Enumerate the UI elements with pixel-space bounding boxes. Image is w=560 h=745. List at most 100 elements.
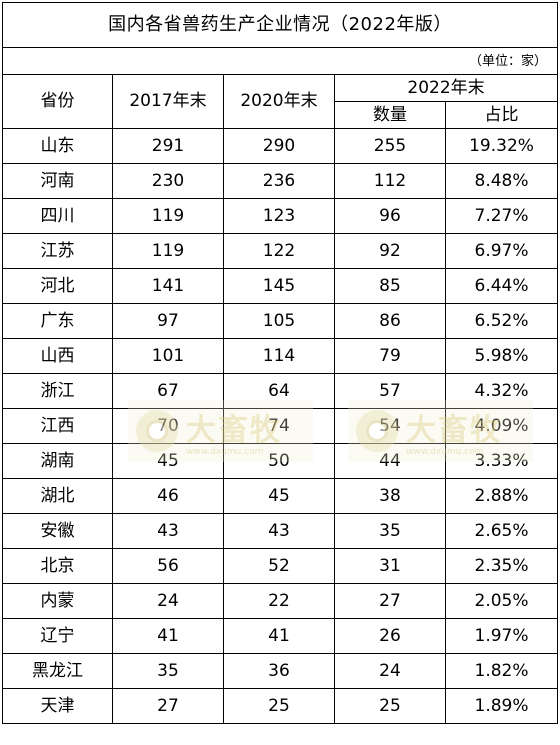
- cell-count: 86: [334, 303, 446, 339]
- cell-y2017: 46: [112, 478, 224, 514]
- cell-province: 湖北: [2, 478, 113, 514]
- cell-share: 6.52%: [444, 303, 559, 339]
- table-row: 北京 56 52 31 2.35%: [2, 548, 559, 584]
- cell-count: 25: [334, 688, 446, 724]
- data-sheet: 国内各省兽药生产企业情况（2022年版） （单位：家） 省份 2017年末 20…: [1, 2, 559, 724]
- cell-y2017: 291: [112, 128, 224, 164]
- cell-y2020: 22: [223, 583, 335, 619]
- cell-y2020: 236: [223, 163, 335, 199]
- table-row: 湖南 45 50 44 3.33%: [2, 443, 559, 479]
- cell-y2020: 52: [223, 548, 335, 584]
- cell-y2020: 41: [223, 618, 335, 654]
- cell-count: 31: [334, 548, 446, 584]
- cell-y2017: 97: [112, 303, 224, 339]
- cell-share: 4.32%: [444, 373, 559, 409]
- cell-share: 2.65%: [444, 513, 559, 549]
- cell-count: 85: [334, 268, 446, 304]
- cell-y2017: 119: [112, 233, 224, 269]
- header-2020: 2020年末: [223, 74, 335, 129]
- cell-count: 112: [334, 163, 446, 199]
- header-2022: 2022年末: [333, 74, 559, 102]
- header-2017: 2017年末: [112, 74, 224, 129]
- table-row: 内蒙 24 22 27 2.05%: [2, 583, 559, 619]
- cell-province: 湖南: [2, 443, 113, 479]
- cell-share: 7.27%: [444, 198, 559, 234]
- cell-province: 黑龙江: [2, 653, 113, 689]
- cell-province: 北京: [2, 548, 113, 584]
- cell-share: 8.48%: [444, 163, 559, 199]
- cell-share: 2.05%: [444, 583, 559, 619]
- cell-y2017: 56: [112, 548, 224, 584]
- cell-count: 38: [334, 478, 446, 514]
- cell-y2020: 145: [223, 268, 335, 304]
- table-row: 江苏 119 122 92 6.97%: [2, 233, 559, 269]
- cell-y2020: 50: [223, 443, 335, 479]
- cell-y2017: 141: [112, 268, 224, 304]
- cell-province: 辽宁: [2, 618, 113, 654]
- cell-province: 四川: [2, 198, 113, 234]
- table-row: 山西 101 114 79 5.98%: [2, 338, 559, 374]
- cell-province: 河南: [2, 163, 113, 199]
- table-row: 辽宁 41 41 26 1.97%: [2, 618, 559, 654]
- table-row: 安徽 43 43 35 2.65%: [2, 513, 559, 549]
- cell-y2017: 41: [112, 618, 224, 654]
- cell-count: 57: [334, 373, 446, 409]
- table-row: 江西 70 74 54 4.09%: [2, 408, 559, 444]
- cell-province: 广东: [2, 303, 113, 339]
- table-title: 国内各省兽药生产企业情况（2022年版）: [1, 2, 559, 48]
- cell-share: 6.44%: [444, 268, 559, 304]
- cell-province: 山西: [2, 338, 113, 374]
- table-row: 四川 119 123 96 7.27%: [2, 198, 559, 234]
- cell-y2020: 45: [223, 478, 335, 514]
- cell-y2020: 74: [223, 408, 335, 444]
- cell-share: 3.33%: [444, 443, 559, 479]
- table-row: 河南 230 236 112 8.48%: [2, 163, 559, 199]
- cell-count: 255: [334, 128, 446, 164]
- cell-share: 1.97%: [444, 618, 559, 654]
- cell-y2017: 101: [112, 338, 224, 374]
- table-row: 湖北 46 45 38 2.88%: [2, 478, 559, 514]
- cell-y2017: 35: [112, 653, 224, 689]
- header-count: 数量: [334, 101, 446, 129]
- cell-province: 浙江: [2, 373, 113, 409]
- cell-count: 92: [334, 233, 446, 269]
- cell-count: 44: [334, 443, 446, 479]
- cell-share: 1.89%: [444, 688, 559, 724]
- cell-count: 27: [334, 583, 446, 619]
- cell-share: 6.97%: [444, 233, 559, 269]
- table-row: 黑龙江 35 36 24 1.82%: [2, 653, 559, 689]
- cell-province: 内蒙: [2, 583, 113, 619]
- cell-y2020: 114: [223, 338, 335, 374]
- cell-province: 江西: [2, 408, 113, 444]
- cell-province: 河北: [2, 268, 113, 304]
- cell-y2020: 25: [223, 688, 335, 724]
- cell-share: 2.88%: [444, 478, 559, 514]
- cell-y2020: 105: [223, 303, 335, 339]
- cell-y2020: 122: [223, 233, 335, 269]
- cell-province: 天津: [2, 688, 113, 724]
- cell-y2017: 43: [112, 513, 224, 549]
- cell-province: 安徽: [2, 513, 113, 549]
- cell-count: 54: [334, 408, 446, 444]
- cell-y2017: 45: [112, 443, 224, 479]
- header-share: 占比: [444, 101, 559, 129]
- cell-share: 1.82%: [444, 653, 559, 689]
- cell-y2020: 64: [223, 373, 335, 409]
- cell-y2017: 27: [112, 688, 224, 724]
- cell-count: 35: [334, 513, 446, 549]
- cell-y2017: 67: [112, 373, 224, 409]
- table-row: 天津 27 25 25 1.89%: [2, 688, 559, 724]
- table-row: 浙江 67 64 57 4.32%: [2, 373, 559, 409]
- cell-count: 96: [334, 198, 446, 234]
- cell-y2017: 119: [112, 198, 224, 234]
- cell-share: 5.98%: [444, 338, 559, 374]
- cell-y2020: 43: [223, 513, 335, 549]
- table-row: 山东 291 290 255 19.32%: [2, 128, 559, 164]
- enterprise-table: 国内各省兽药生产企业情况（2022年版） （单位：家） 省份 2017年末 20…: [1, 2, 559, 724]
- cell-share: 4.09%: [444, 408, 559, 444]
- table-row: 河北 141 145 85 6.44%: [2, 268, 559, 304]
- cell-y2017: 24: [112, 583, 224, 619]
- cell-y2017: 230: [112, 163, 224, 199]
- cell-y2017: 70: [112, 408, 224, 444]
- cell-province: 山东: [2, 128, 113, 164]
